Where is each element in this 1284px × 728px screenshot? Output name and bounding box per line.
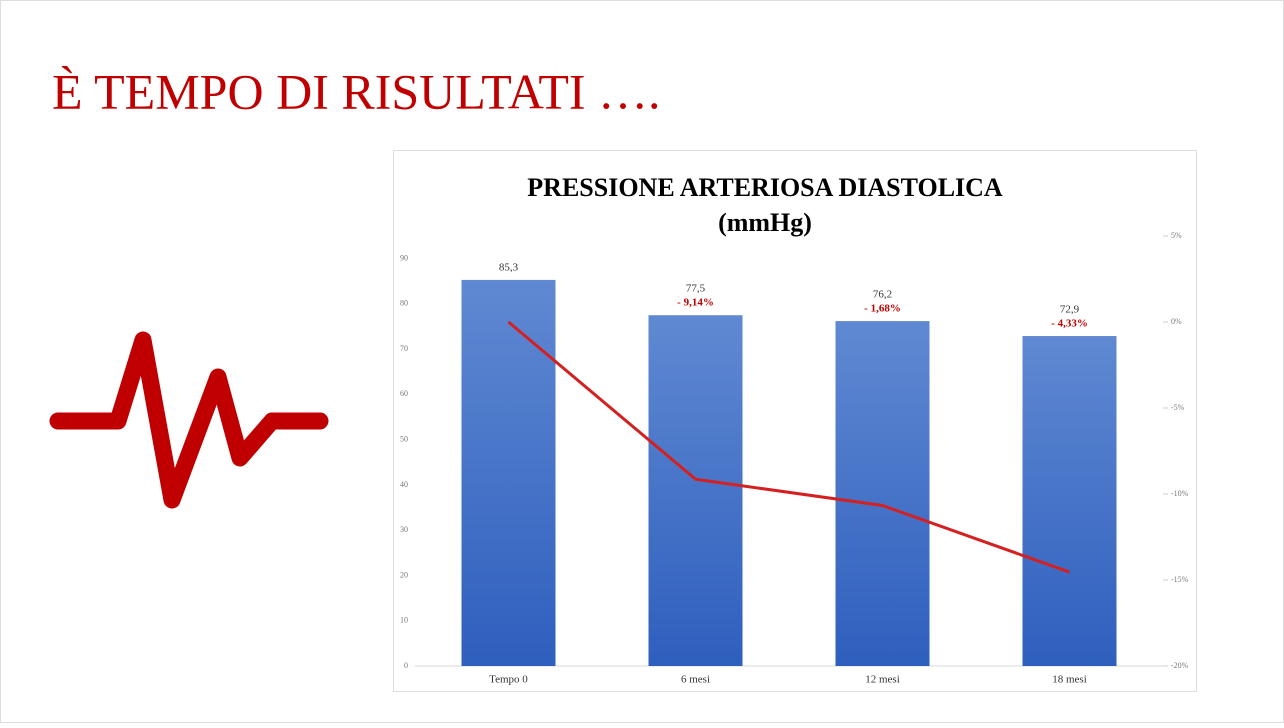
y2-tick-label: -10% bbox=[1171, 489, 1189, 498]
y-tick-label: 20 bbox=[400, 570, 408, 579]
chart-subtitle: (mmHg) bbox=[718, 208, 812, 237]
x-tick-label: 18 mesi bbox=[1052, 674, 1087, 686]
y-tick-label: 10 bbox=[400, 616, 408, 625]
y-tick-label: 60 bbox=[400, 389, 408, 398]
line bbox=[507, 320, 1071, 574]
bar bbox=[461, 279, 556, 666]
bar bbox=[648, 315, 743, 666]
change-label: - 1,68% bbox=[864, 303, 901, 315]
bar bbox=[1022, 336, 1117, 666]
y-tick-label: 0 bbox=[404, 661, 408, 670]
y-tick-label: 50 bbox=[400, 435, 408, 444]
y2-tick-label: -20% bbox=[1171, 661, 1189, 670]
bar-value-label: 76,2 bbox=[873, 289, 892, 301]
x-tick-label: Tempo 0 bbox=[489, 674, 528, 686]
bar-value-label: 85,3 bbox=[499, 261, 519, 273]
change-label: - 9,14% bbox=[677, 297, 714, 309]
plot: 0 10 20 30 40 50 60 70 80 90 5% 0% -5% -10% -15% -20% Te… bbox=[400, 231, 1189, 686]
y2-tick-label: -15% bbox=[1171, 575, 1189, 584]
slide-title: È TEMPO DI RISULTATI …. bbox=[52, 63, 661, 119]
y2-tick-label: -5% bbox=[1171, 403, 1185, 412]
y-tick-label: 40 bbox=[400, 480, 408, 489]
change-label: - 4,33% bbox=[1051, 318, 1088, 330]
bar-value-label: 77,5 bbox=[686, 283, 706, 295]
x-tick-label: 12 mesi bbox=[865, 674, 900, 686]
bar bbox=[835, 321, 930, 666]
y-tick-label: 80 bbox=[400, 299, 408, 308]
chart-title: PRESSIONE ARTERIOSA DIASTOLICA bbox=[527, 173, 1003, 202]
y2-tick-label: 0% bbox=[1171, 317, 1182, 326]
bar-value-label: 72,9 bbox=[1060, 304, 1080, 316]
y-tick-label: 90 bbox=[400, 253, 408, 262]
heartbeat-icon bbox=[49, 331, 329, 509]
y-tick-label: 30 bbox=[400, 525, 408, 534]
y2-tick-label: 5% bbox=[1171, 231, 1182, 240]
x-tick-label: 6 mesi bbox=[681, 674, 710, 686]
y-tick-label: 70 bbox=[400, 344, 408, 353]
